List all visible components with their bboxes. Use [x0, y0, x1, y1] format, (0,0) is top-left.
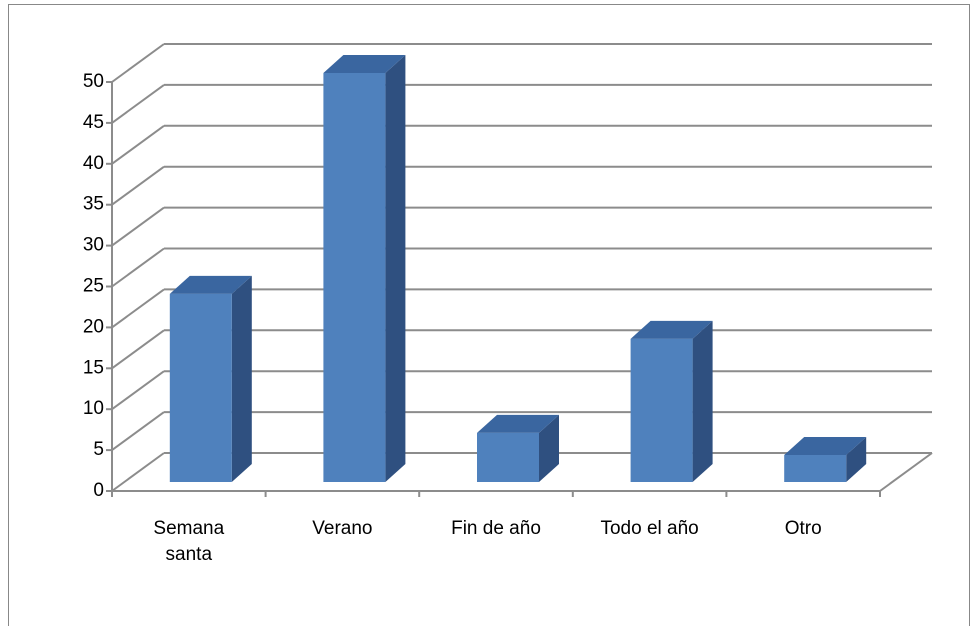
grid-line	[111, 288, 165, 329]
y-tick-label: 40	[83, 153, 104, 174]
x-tick-label: Todo el año	[600, 518, 699, 539]
y-tick-label: 30	[83, 235, 104, 256]
grid-line	[111, 165, 165, 206]
x-tick-label: Otro	[784, 518, 822, 539]
bar-top	[477, 414, 559, 433]
bar-side	[692, 320, 713, 482]
bar-top	[323, 55, 406, 73]
bar	[477, 432, 539, 482]
grid-line	[111, 84, 165, 124]
y-tick-label: 25	[83, 276, 104, 297]
grid-line	[111, 247, 165, 288]
bar	[169, 293, 232, 482]
floor-line	[879, 452, 933, 492]
bar-side	[385, 55, 406, 482]
bar-top	[784, 437, 867, 456]
bar	[323, 73, 386, 482]
grid-line	[111, 329, 165, 370]
bar-top	[169, 275, 252, 294]
y-tick-label: 20	[83, 316, 104, 337]
y-tick-label: 5	[93, 439, 104, 460]
grid-line	[111, 411, 165, 451]
y-tick-label: 0	[93, 480, 104, 501]
grid-line	[111, 452, 165, 492]
grid-line	[111, 206, 165, 247]
bar-top	[630, 320, 713, 339]
grid-line	[111, 124, 165, 165]
bar-side	[539, 414, 559, 482]
y-tick-label: 35	[83, 194, 104, 215]
bar-side	[231, 275, 252, 482]
chart-border	[8, 4, 970, 626]
x-tick-label: Fin de año	[451, 518, 541, 539]
y-tick-label: 50	[83, 71, 104, 92]
x-tick-label: Verano	[312, 518, 373, 539]
y-tick-label: 10	[83, 398, 104, 419]
y-tick-label: 15	[83, 357, 104, 378]
x-tick-label: Semana santa	[153, 518, 225, 565]
bar	[784, 455, 847, 482]
bar	[630, 338, 693, 482]
y-tick-label: 45	[83, 112, 104, 133]
bar-side	[846, 437, 867, 482]
grid-line	[111, 370, 165, 411]
grid-line	[111, 43, 165, 83]
